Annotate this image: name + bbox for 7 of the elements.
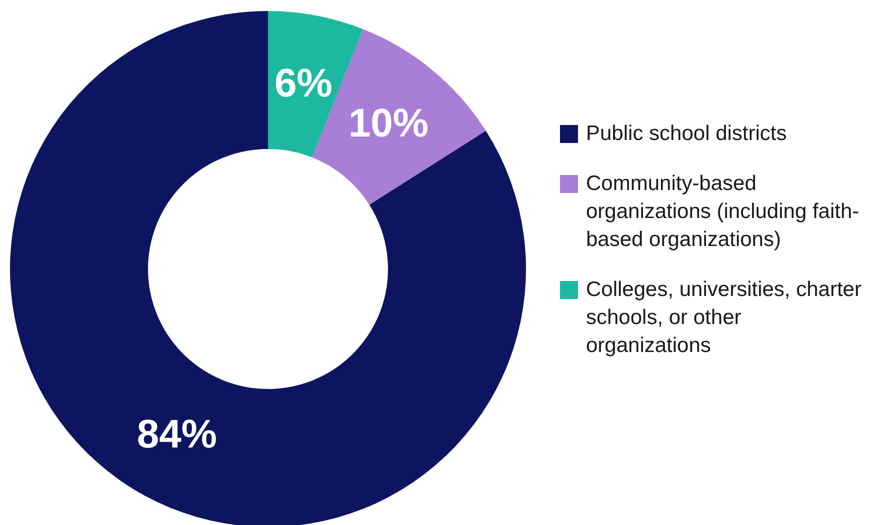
- data-label: 84%: [136, 412, 217, 457]
- legend-label: Community-based organizations (including faith-based organizations): [586, 171, 860, 253]
- legend-label: Public school districts: [586, 121, 787, 147]
- legend-label: Colleges, universities, charter schools, or other organizations: [586, 277, 862, 359]
- donut-slice: [10, 11, 526, 525]
- data-label: 6%: [274, 61, 332, 106]
- data-label: 10%: [348, 101, 429, 146]
